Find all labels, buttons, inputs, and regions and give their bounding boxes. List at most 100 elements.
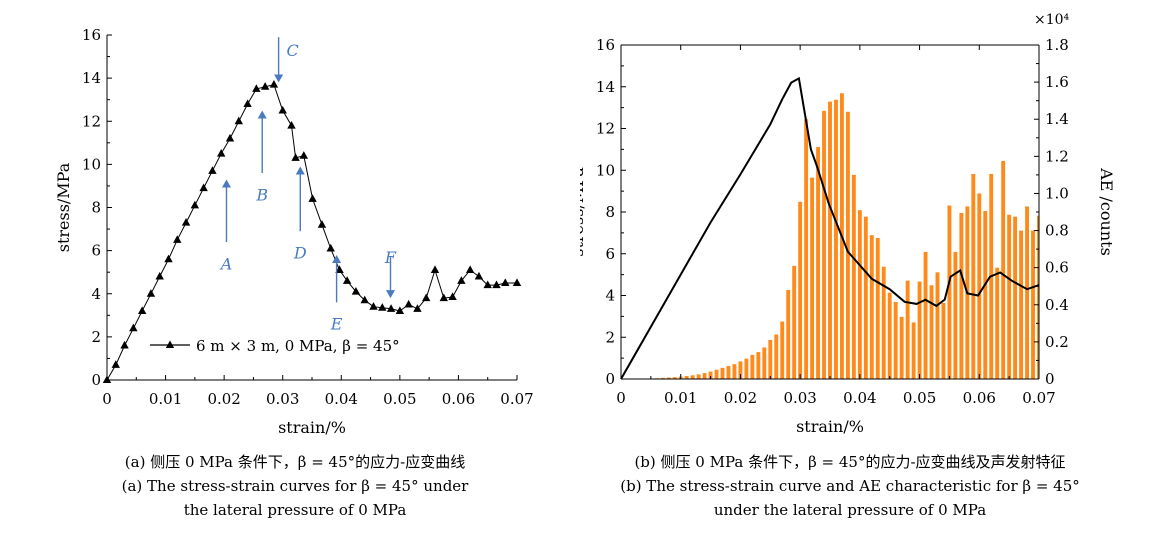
y2-tick-label: 1.2	[1045, 147, 1069, 165]
ae-bar	[762, 347, 767, 379]
ae-bar	[702, 373, 707, 379]
annotation-arrowhead	[221, 179, 231, 188]
ae-bar	[881, 266, 886, 379]
data-point	[369, 302, 378, 310]
caption-b-en-2: under the lateral pressure of 0 MPa	[713, 501, 987, 519]
y-tick-label: 2	[605, 328, 615, 346]
data-point	[291, 153, 300, 161]
ae-bar	[959, 212, 964, 379]
ae-bar	[708, 371, 713, 379]
ae-bar	[768, 340, 773, 379]
chart-b: 0 0.01 0.02 0.03 0.04 0.05 0.06 0.0702468101214…	[580, 12, 1116, 436]
y-tick-label: 12	[82, 112, 101, 130]
data-point	[413, 304, 422, 312]
x-axis-label: strain/%	[796, 417, 864, 436]
ae-bar	[929, 285, 934, 379]
ae-bar	[684, 376, 689, 379]
ae-bar	[726, 366, 731, 379]
y2-tick-label: 0.8	[1045, 222, 1069, 240]
ae-bar	[851, 174, 856, 379]
ae-bar	[1025, 206, 1029, 379]
x-tick-label: 0.07	[500, 390, 533, 408]
ae-bar	[696, 374, 701, 379]
data-point	[102, 375, 112, 383]
ae-bar	[977, 193, 982, 379]
chart-a-legend: 6 m × 3 m, 0 MPa, β = 45°	[150, 337, 400, 355]
data-point	[342, 276, 352, 284]
annotation-label: A	[219, 254, 233, 273]
annotation-label: D	[293, 243, 307, 262]
data-point	[299, 151, 308, 159]
data-point	[351, 286, 361, 295]
data-point	[492, 280, 501, 289]
ae-bar	[983, 211, 988, 379]
y-axis-label: stress/MPa	[580, 167, 587, 257]
ae-bar	[822, 110, 826, 380]
ae-bar	[756, 352, 761, 379]
ae-bar	[774, 334, 779, 379]
x-tick-label: 0.03	[266, 390, 299, 408]
chart-b-ae-bars	[654, 93, 1039, 380]
y-tick-label: 16	[82, 26, 101, 44]
ae-bar	[887, 292, 892, 379]
ae-bar	[672, 377, 677, 379]
ae-bar	[1037, 215, 1039, 379]
y2-tick-label: 0.4	[1045, 296, 1069, 314]
chart-a-stress-series	[102, 79, 522, 383]
stress-line	[620, 76, 1040, 380]
ae-bar	[1007, 214, 1012, 379]
data-point	[404, 299, 413, 308]
y2-tick-label: 1.6	[1045, 73, 1069, 91]
annotation-label: E	[330, 315, 343, 334]
caption-b: (b) 侧压 0 MPa 条件下，β = 45°的应力-应变曲线及声发射特征 (…	[570, 450, 1130, 522]
caption-b-en-1: (b) The stress-strain curve and AE chara…	[620, 477, 1080, 495]
x-tick-label: 0.03	[783, 389, 816, 407]
data-point	[326, 243, 335, 252]
x-tick-label: 0	[616, 389, 626, 407]
x-tick-label: 0.05	[903, 389, 936, 407]
ae-bar	[834, 99, 838, 380]
ae-bar	[845, 111, 850, 380]
ae-bar	[869, 235, 874, 379]
ae-bar	[810, 177, 815, 379]
data-point	[448, 292, 457, 300]
y-axis-label: stress/MPa	[54, 162, 73, 252]
y-tick-label: 0	[605, 370, 615, 388]
annotation-arrowhead	[332, 254, 342, 263]
data-point	[474, 271, 484, 280]
ae-bar	[720, 367, 725, 379]
y-tick-label: 16	[596, 36, 615, 54]
annotation-arrowhead	[257, 110, 267, 119]
data-point	[386, 304, 396, 312]
legend-label: 6 m × 3 m, 0 MPa, β = 45°	[196, 337, 400, 355]
x-tick-label: 0.07	[1022, 389, 1055, 407]
data-point	[430, 265, 440, 274]
data-point	[173, 235, 182, 243]
ae-bar	[780, 321, 785, 379]
ae-bar	[1031, 230, 1035, 379]
data-point	[308, 194, 317, 202]
ae-bar	[738, 361, 743, 379]
ae-bar	[875, 237, 880, 379]
y-tick-label: 14	[596, 78, 615, 96]
y-tick-label: 10	[596, 161, 615, 179]
chart-a: 0 0.01 0.02 0.03 0.04 0.05 0.06 0.07 0 2 4 6 8 10 12 14…	[54, 26, 534, 437]
data-point	[287, 120, 296, 129]
ae-bar	[714, 369, 719, 379]
chart-b-axes: 0 0.01 0.02 0.03 0.04 0.05 0.06 0.0702468101214…	[580, 36, 1116, 436]
annotation-arrowhead	[295, 166, 305, 175]
annotation-label: B	[255, 185, 268, 204]
y2-axis-label: AE /counts	[1097, 167, 1116, 256]
data-point	[234, 116, 243, 125]
x-tick-label: 0.05	[383, 390, 416, 408]
data-point	[439, 293, 448, 302]
y-tick-label: 8	[605, 203, 615, 221]
ae-bar	[828, 101, 832, 379]
annotation-arrowhead	[385, 290, 395, 299]
y2-tick-label: 0.2	[1045, 333, 1069, 351]
data-point	[260, 82, 270, 90]
y-tick-label: 8	[91, 199, 101, 217]
ae-bar	[947, 205, 952, 379]
data-point	[395, 306, 405, 314]
ae-bar	[953, 251, 958, 379]
